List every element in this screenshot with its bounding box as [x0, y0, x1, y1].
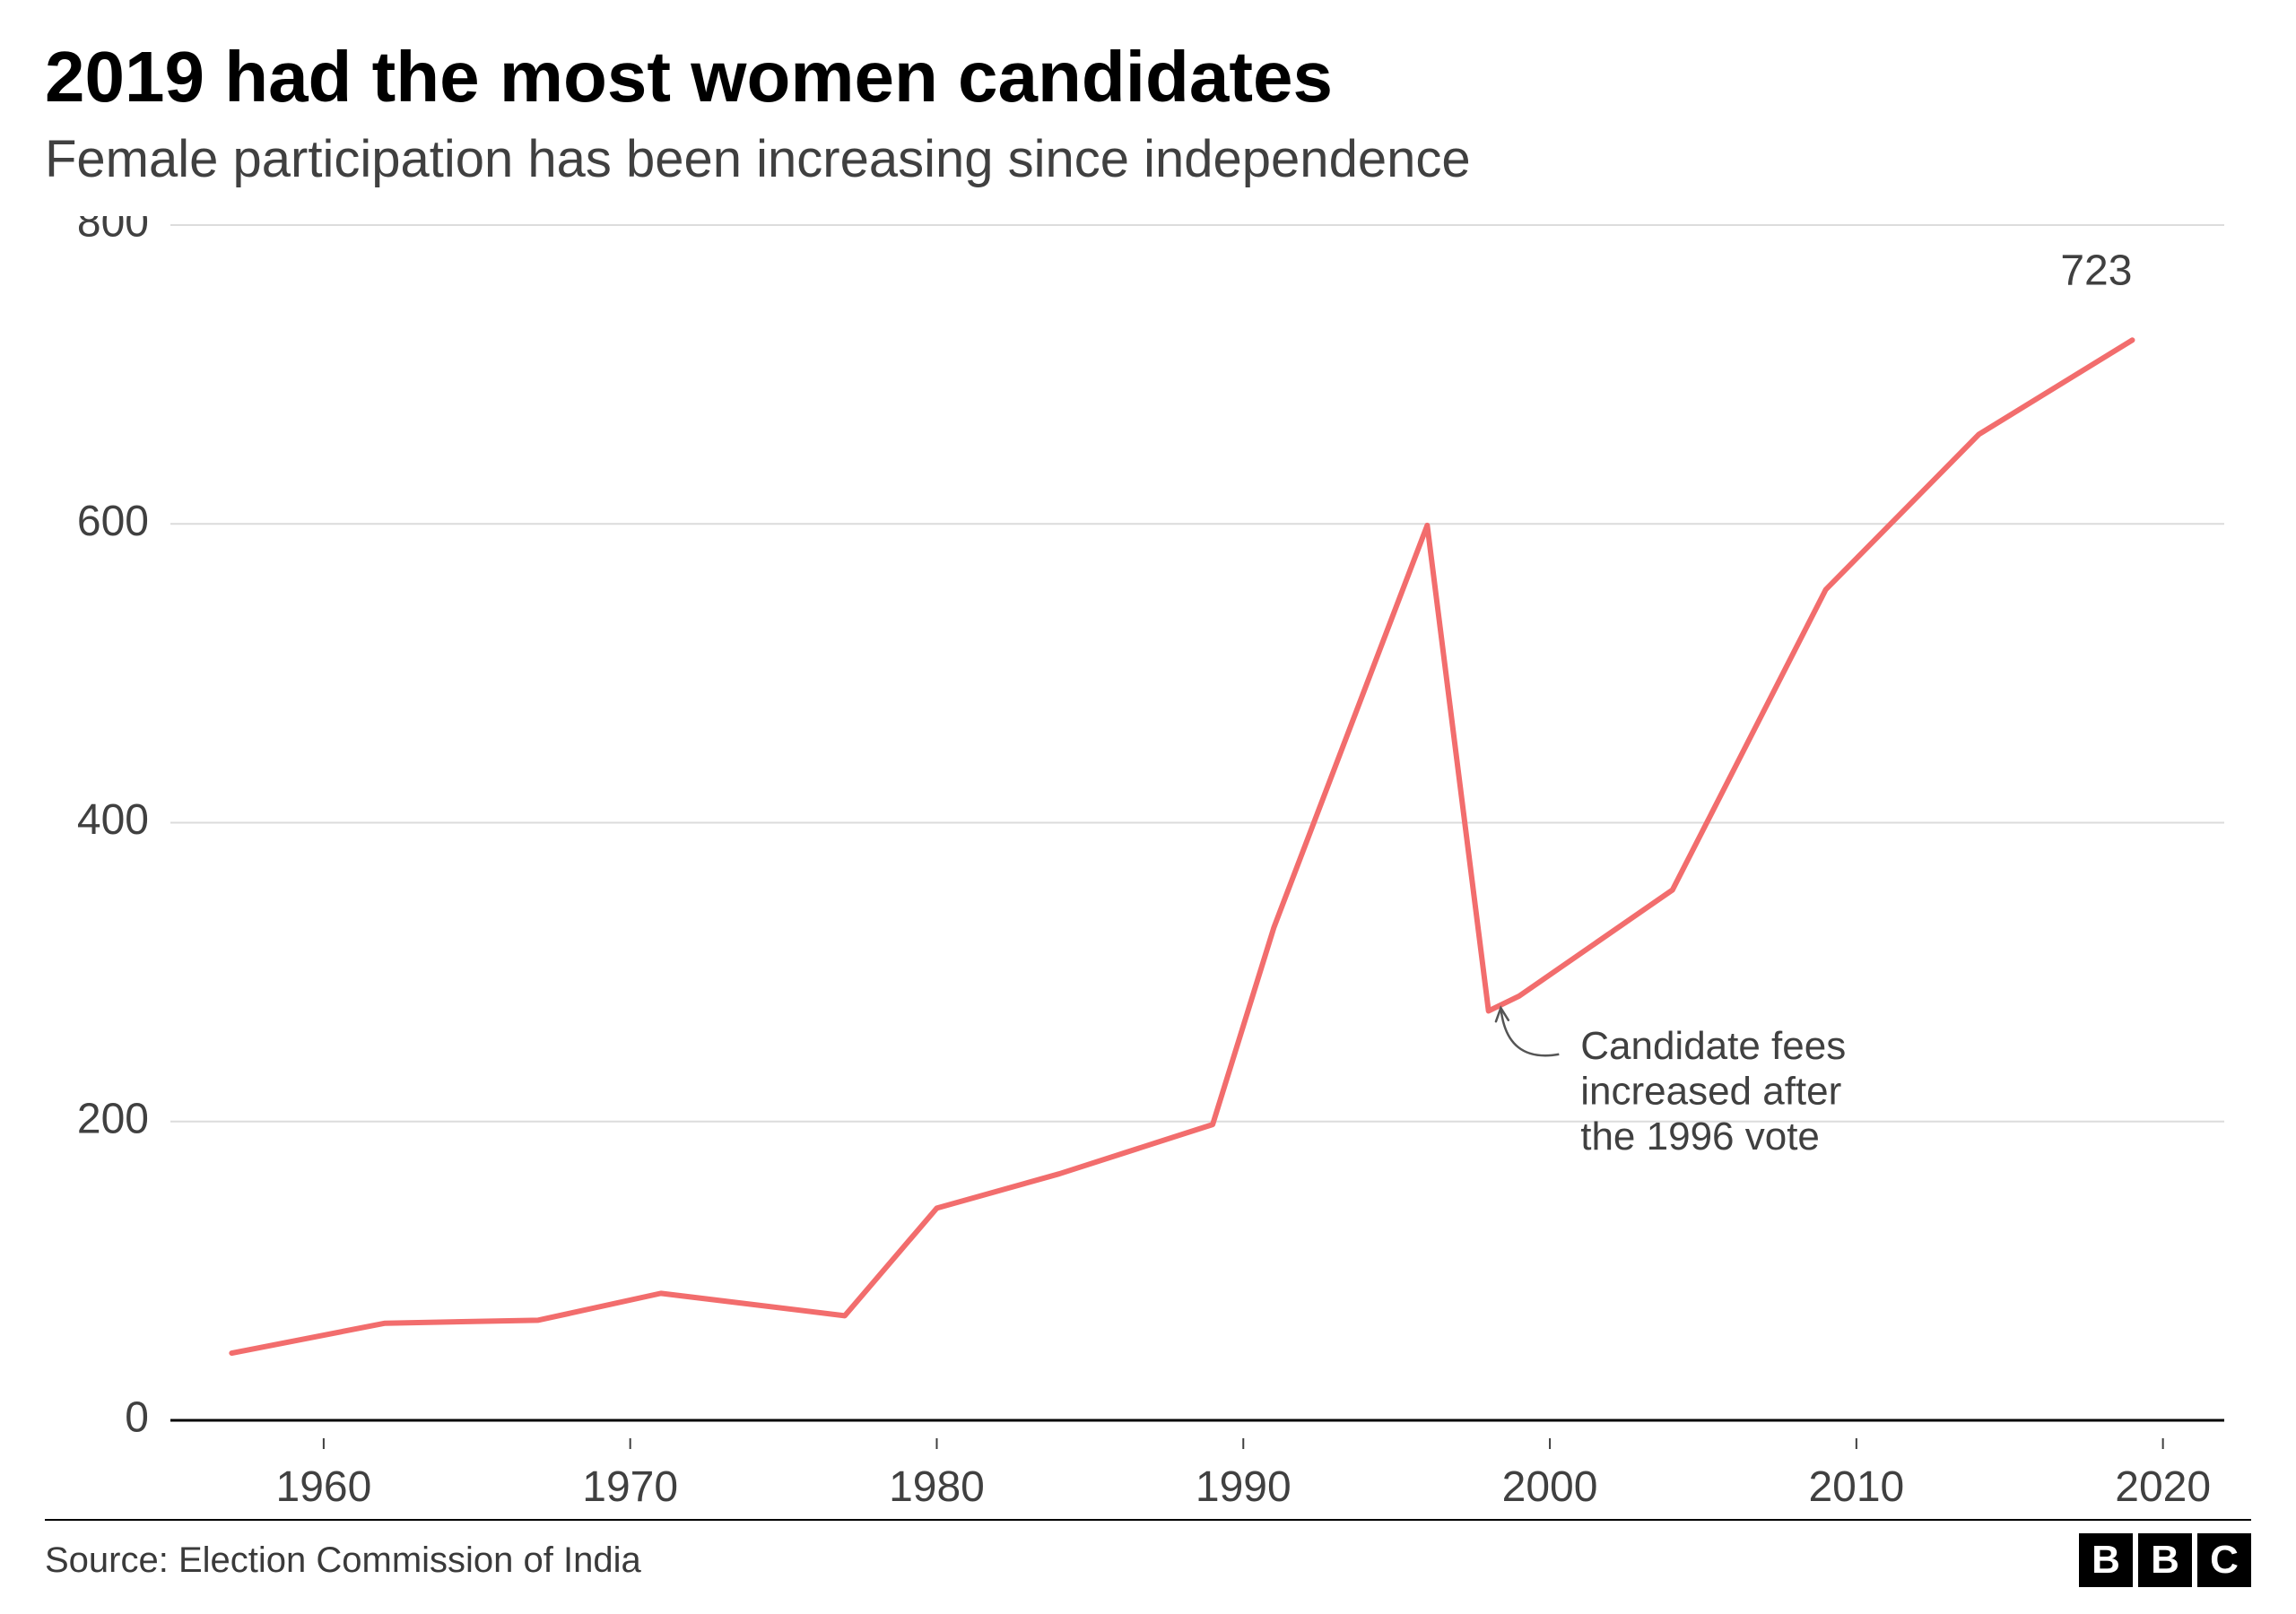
line-chart-svg: 0 200 400 600 800 1960 1970 1980 1990 2000 2010 202… [45, 216, 2251, 1519]
x-axis-label: 2000 [1502, 1463, 1598, 1511]
bbc-logo-letter: B [2079, 1533, 2133, 1587]
y-axis-label: 400 [77, 796, 149, 844]
data-line [231, 340, 2132, 1353]
y-axis-label: 600 [77, 498, 149, 545]
chart-footer: Source: Election Commission of India B B… [45, 1519, 2251, 1587]
x-axis-label: 1970 [582, 1463, 678, 1511]
x-axis-label: 1980 [889, 1463, 985, 1511]
bbc-logo-letter: B [2138, 1533, 2192, 1587]
bbc-logo-letter: C [2197, 1533, 2251, 1587]
x-axis-label: 1990 [1196, 1463, 1292, 1511]
x-axis-label: 1960 [276, 1463, 372, 1511]
x-axis-label: 2010 [1808, 1463, 1904, 1511]
end-value-label: 723 [2060, 247, 2132, 295]
plot-area: 0 200 400 600 800 1960 1970 1980 1990 2000 2010 202… [45, 216, 2251, 1519]
annotation-text: Candidate feesincreased afterthe 1996 vo… [1580, 1024, 1846, 1158]
x-axis-label: 2020 [2115, 1463, 2211, 1511]
y-axis-label: 0 [125, 1394, 149, 1442]
bbc-logo: B B C [2079, 1533, 2251, 1587]
annotation-arrow [1500, 1008, 1559, 1055]
y-axis-label: 200 [77, 1095, 149, 1142]
source-text: Source: Election Commission of India [45, 1540, 641, 1581]
chart-title: 2019 had the most women candidates [45, 36, 2251, 118]
chart-subtitle: Female participation has been increasing… [45, 129, 2251, 189]
y-axis-label: 800 [77, 216, 149, 247]
chart-container: 2019 had the most women candidates Femal… [45, 36, 2251, 1587]
